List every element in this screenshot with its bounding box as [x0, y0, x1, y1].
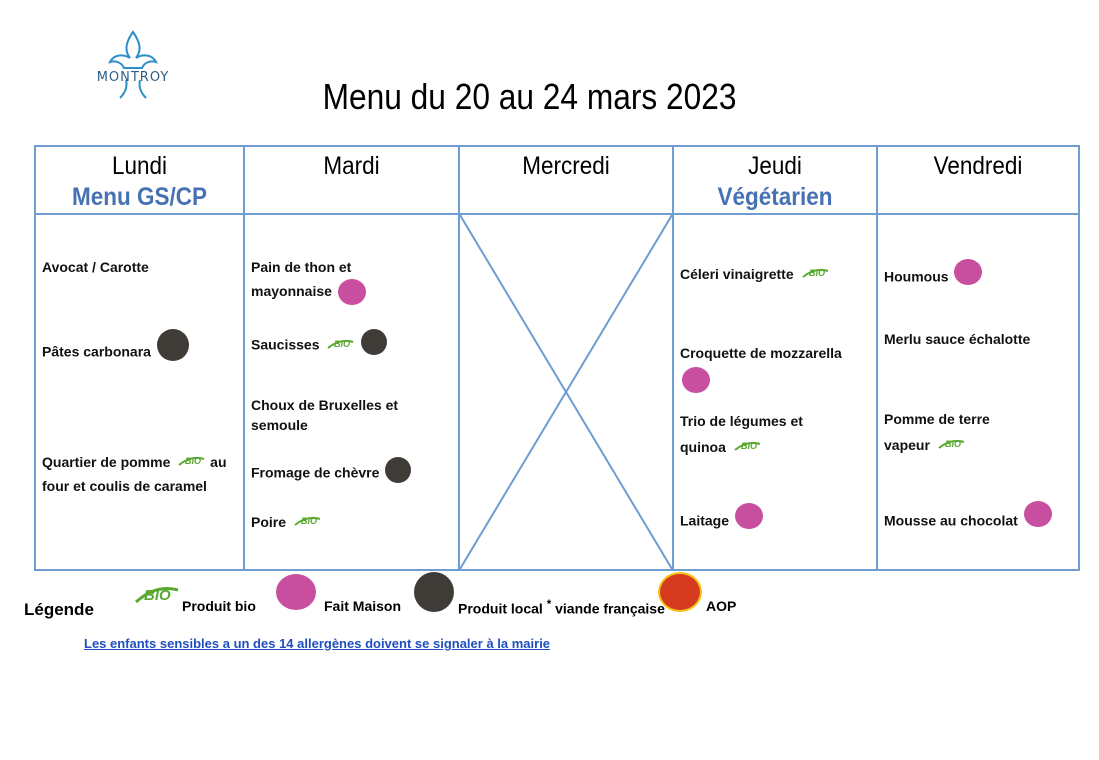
- fait-maison-icon: [682, 367, 710, 393]
- menu-mardi: Pain de thon et mayonnaise Saucisses BIO…: [243, 213, 460, 571]
- bio-icon: BIO: [132, 578, 180, 615]
- svg-text:BIO: BIO: [301, 516, 317, 526]
- bio-icon: BIO: [800, 263, 830, 288]
- header-mardi: Mardi: [243, 145, 460, 215]
- header-jeudi: Jeudi Végétarien: [672, 145, 878, 215]
- menu-table: Lundi Menu GS/CP Mardi Mercredi Jeudi Vé…: [34, 145, 1080, 571]
- svg-text:BIO: BIO: [741, 441, 757, 451]
- legend-produit-local-label: Produit local * viande française: [458, 598, 665, 617]
- dish: Poire BIO: [251, 511, 322, 536]
- produit-local-icon: [385, 457, 412, 483]
- dish: Saucisses BIO: [251, 329, 388, 359]
- legend-aop-label: AOP: [706, 598, 737, 614]
- dish: Pomme de terre vapeur BIO: [884, 409, 1064, 459]
- fait-maison-icon: [734, 503, 763, 529]
- produit-local-icon: [156, 329, 189, 361]
- dish: Céleri vinaigrette BIO: [680, 263, 830, 288]
- header-vendredi: Vendredi: [876, 145, 1080, 215]
- menu-jeudi: Céleri vinaigrette BIO Croquette de mozz…: [672, 213, 878, 571]
- svg-text:BIO: BIO: [334, 339, 350, 349]
- logo-text: MONTROY: [96, 70, 170, 85]
- dish: Quartier de pomme BIO au four et coulis …: [42, 451, 232, 496]
- dish: Houmous: [884, 259, 983, 291]
- produit-local-icon: [414, 572, 454, 612]
- menu-vendredi: Houmous Merlu sauce échalotte Pomme de t…: [876, 213, 1080, 571]
- dish: Pain de thon et mayonnaise: [251, 257, 366, 306]
- svg-text:BIO: BIO: [945, 439, 961, 449]
- day-name: Jeudi: [748, 152, 802, 180]
- produit-local-icon: [361, 329, 388, 355]
- bio-icon: BIO: [732, 436, 762, 461]
- dish: Fromage de chèvre: [251, 457, 412, 487]
- legend-bio-label: Produit bio: [182, 598, 256, 614]
- dish: Trio de légumes et quinoa BIO: [680, 411, 860, 461]
- fleur-de-lis-icon: [108, 30, 158, 99]
- svg-text:BIO: BIO: [809, 268, 825, 278]
- svg-text:BIO: BIO: [185, 456, 201, 466]
- bio-icon: BIO: [292, 511, 322, 536]
- dish: Avocat / Carotte: [42, 259, 149, 275]
- day-subtitle: Végétarien: [717, 183, 833, 211]
- fait-maison-icon: [954, 259, 983, 285]
- day-subtitle: Menu GS/CP: [71, 183, 207, 211]
- menu-mercredi-closed: [458, 213, 674, 571]
- fait-maison-icon: [337, 279, 366, 306]
- legend-title: Légende: [24, 600, 94, 619]
- page-title: Menu du 20 au 24 mars 2023: [322, 76, 737, 117]
- day-name: Mercredi: [522, 152, 610, 180]
- dish: Pâtes carbonara: [42, 329, 189, 369]
- closed-cross: [460, 215, 672, 569]
- dish: Laitage: [680, 503, 763, 535]
- bio-icon: BIO: [176, 451, 206, 476]
- dish: Croquette de mozzarella: [680, 343, 842, 393]
- svg-text:BIO: BIO: [144, 587, 171, 604]
- legend-fait-maison-label: Fait Maison: [324, 598, 402, 614]
- fait-maison-icon: [276, 574, 316, 610]
- allergen-notice-link[interactable]: Les enfants sensibles a un des 14 allerg…: [84, 636, 551, 651]
- dish: Merlu sauce échalotte: [884, 331, 1031, 347]
- header-mercredi: Mercredi: [458, 145, 674, 215]
- montroy-logo: MONTROY: [88, 30, 178, 102]
- bio-icon: BIO: [325, 334, 355, 359]
- day-name: Vendredi: [933, 152, 1023, 180]
- dish: Choux de Bruxelles et semoule: [251, 397, 399, 433]
- menu-lundi: Avocat / Carotte Pâtes carbonara Quartie…: [34, 213, 245, 571]
- dish: Mousse au chocolat: [884, 501, 1052, 535]
- header-lundi: Lundi Menu GS/CP: [34, 145, 245, 215]
- bio-icon: BIO: [936, 434, 966, 459]
- legend: Légende BIO Produit bio Fait Maison Prod…: [24, 572, 1024, 622]
- day-name: Lundi: [111, 152, 168, 180]
- day-name: Mardi: [323, 152, 380, 180]
- fait-maison-icon: [1023, 501, 1052, 527]
- legend-star: *: [546, 598, 552, 611]
- aop-icon: [658, 572, 702, 612]
